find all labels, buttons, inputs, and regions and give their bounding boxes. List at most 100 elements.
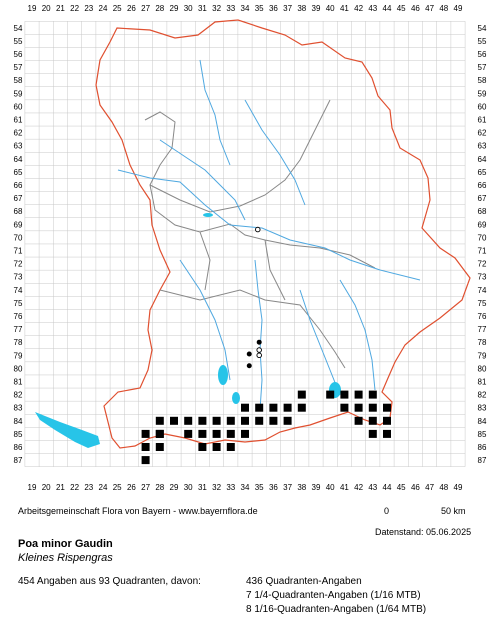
date-stamp: Datenstand: 05.06.2025 [375,527,472,537]
quadrant-marker [212,443,221,451]
y-tick-label: 86 [478,443,487,452]
y-tick-label: 82 [14,391,23,400]
y-tick-label: 79 [14,351,23,360]
x-tick-label: 41 [340,4,349,13]
open-dot-marker [256,347,262,353]
quadrant-marker [198,443,207,451]
grid-tick-labels: 19 19 20 20 21 21 22 22 23 23 24 24 25 25 26 26 27 27 28 28… [14,4,487,492]
quadrant-marker [155,416,164,425]
x-tick-label: 32 [212,483,221,492]
x-tick-label: 23 [84,483,93,492]
x-tick-label: 31 [198,4,207,13]
x-tick-label: 42 [354,4,363,13]
y-tick-label: 85 [14,430,23,439]
quadrant-marker [170,416,178,425]
quadrant-marker [354,403,363,412]
y-tick-label: 81 [14,378,23,387]
filled-dot-marker [246,351,252,357]
y-tick-label: 73 [14,273,23,282]
quadrant-marker [226,416,235,425]
x-tick-label: 36 [269,4,278,13]
species-common-name: Kleines Rispengras [18,552,113,564]
y-tick-label: 75 [14,299,23,308]
y-tick-label: 87 [478,456,487,465]
scale-zero: 0 [384,506,390,516]
y-tick-label: 63 [14,142,23,151]
x-tick-label: 48 [439,4,448,13]
x-tick-label: 44 [383,483,392,492]
quadrant-marker [383,429,391,438]
y-tick-label: 70 [478,233,487,242]
stats-line-quadrants: 436 Quadranten-Angaben [246,576,362,587]
x-tick-label: 40 [326,4,335,13]
lakes [35,213,341,448]
y-tick-label: 56 [14,50,23,59]
quadrant-marker [255,416,264,425]
y-tick-label: 66 [14,181,23,190]
y-tick-label: 74 [478,286,487,295]
y-tick-label: 78 [478,338,487,347]
y-tick-label: 65 [14,168,23,177]
y-tick-label: 58 [14,76,23,85]
quadrant-marker [269,416,278,425]
x-tick-label: 45 [397,4,406,13]
x-tick-label: 39 [312,483,321,492]
x-tick-label: 28 [155,483,164,492]
y-tick-label: 69 [14,220,23,229]
quadrant-marker [226,443,235,451]
y-tick-label: 62 [14,129,23,138]
rivers [117,59,421,411]
quadrant-marker [198,429,207,438]
x-tick-label: 46 [411,483,420,492]
x-tick-label: 38 [297,483,306,492]
x-tick-label: 29 [170,483,179,492]
y-tick-label: 73 [478,273,487,282]
quadrant-marker [283,403,292,412]
y-tick-label: 60 [14,102,23,111]
x-tick-label: 33 [226,483,235,492]
x-tick-label: 42 [354,483,363,492]
x-tick-label: 36 [269,483,278,492]
y-tick-label: 76 [478,312,487,321]
y-tick-label: 72 [478,260,487,269]
occurrence-layer [141,226,391,465]
x-tick-label: 49 [454,4,463,13]
y-tick-label: 82 [478,391,487,400]
quadrant-marker [354,416,363,425]
quadrant-marker [212,429,221,438]
quadrant-marker [326,390,335,399]
filled-dot-marker [256,339,262,345]
x-tick-label: 20 [42,483,51,492]
quadrant-marker [340,403,349,412]
x-tick-label: 24 [99,483,108,492]
quadrant-marker [297,390,306,399]
stats-line-sixteenth: 8 1/16-Quadranten-Angaben (1/64 MTB) [246,604,427,615]
quadrant-marker [155,443,164,451]
x-tick-label: 20 [42,4,51,13]
x-tick-label: 19 [28,4,37,13]
y-tick-label: 66 [478,181,487,190]
quadrant-marker [184,416,193,425]
x-tick-label: 41 [340,483,349,492]
x-tick-label: 26 [127,4,136,13]
quadrant-marker [255,403,264,412]
y-tick-label: 57 [14,63,23,72]
y-tick-label: 87 [14,456,23,465]
credits-text: Arbeitsgemeinschaft Flora von Bayern - w… [18,506,258,516]
x-tick-label: 40 [326,483,335,492]
y-tick-label: 74 [14,286,23,295]
y-tick-label: 80 [478,364,487,373]
district-boundaries [144,99,376,369]
scale-label: 50 km [441,506,466,516]
quadrant-marker [141,456,150,465]
quadrant-marker [368,416,377,425]
quadrant-marker [269,403,278,412]
y-tick-label: 70 [14,233,23,242]
x-tick-label: 25 [113,4,122,13]
quadrant-marker [383,403,391,412]
y-tick-label: 59 [478,89,487,98]
x-tick-label: 28 [155,4,164,13]
x-tick-label: 49 [454,483,463,492]
stats-summary: 454 Angaben aus 93 Quadranten, davon: [18,576,201,587]
x-tick-label: 30 [184,4,193,13]
